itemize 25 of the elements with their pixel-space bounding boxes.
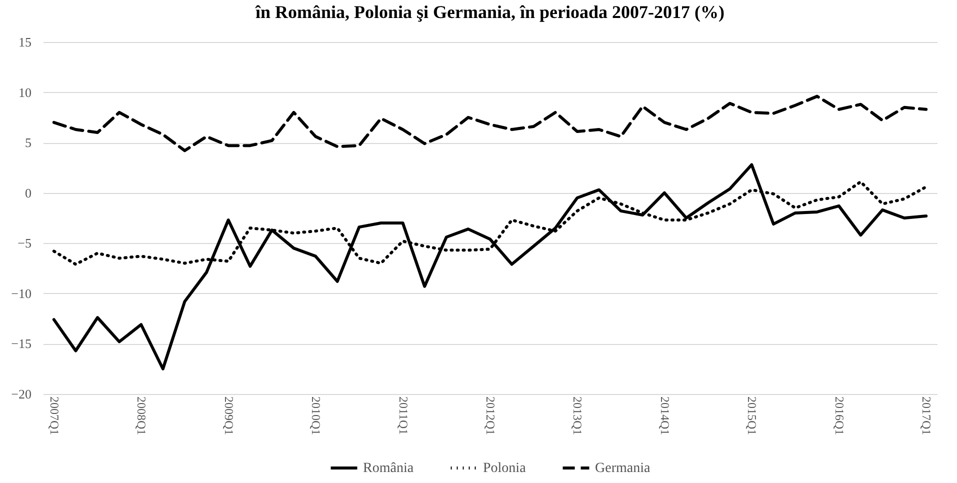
x-tick-label: 2008Q1 xyxy=(134,396,149,436)
legend-label: România xyxy=(363,461,414,476)
y-tick-label: 15 xyxy=(18,34,32,50)
x-tick-label: 2011Q1 xyxy=(396,396,410,435)
x-tick-label: 2013Q1 xyxy=(570,396,585,436)
x-tick-label: 2017Q1 xyxy=(920,396,934,436)
y-tick-label: −15 xyxy=(11,336,32,352)
x-tick-label: 2009Q1 xyxy=(222,396,236,436)
y-tick-label: 5 xyxy=(25,135,32,150)
y-tick-label: −10 xyxy=(11,286,32,301)
legend-label: Germania xyxy=(595,461,651,476)
x-tick-label: 2016Q1 xyxy=(832,396,846,436)
y-tick-label: 0 xyxy=(25,185,32,200)
y-tick-label: −20 xyxy=(11,386,32,402)
y-tick-label: −5 xyxy=(18,236,32,251)
x-tick-label: 2010Q1 xyxy=(309,396,324,436)
y-tick-label: 10 xyxy=(18,84,32,100)
line-series xyxy=(52,163,928,370)
line-series xyxy=(52,94,928,152)
x-tick-label: 2015Q1 xyxy=(745,396,760,436)
legend-label: Polonia xyxy=(483,461,527,476)
chart-title: în România, Polonia şi Germania, în perioada 2007-2017 (%) xyxy=(254,2,725,22)
x-tick-label: 2012Q1 xyxy=(484,396,498,436)
x-tick-label: 2014Q1 xyxy=(658,396,672,436)
x-tick-label: 2007Q1 xyxy=(47,396,62,436)
